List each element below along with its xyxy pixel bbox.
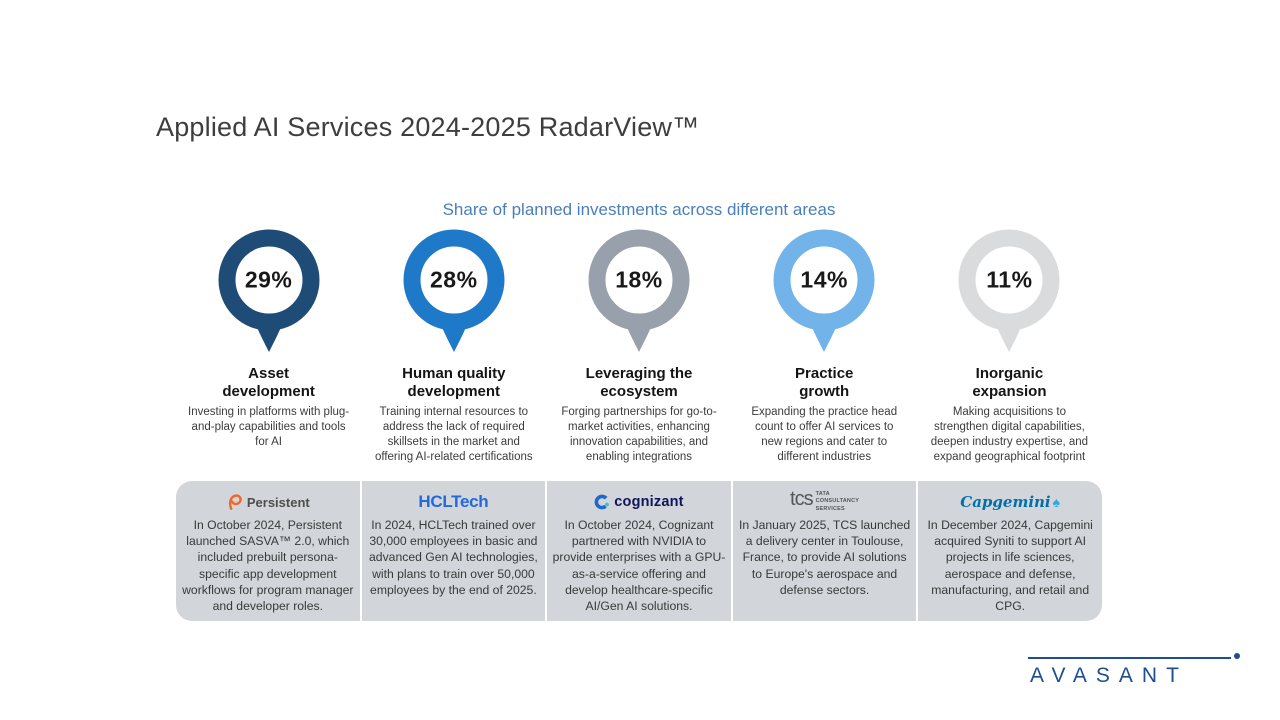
- percentage-value: 18%: [615, 266, 663, 293]
- cognizant-wordmark: cognizant: [614, 494, 684, 510]
- company-highlights-band: Persistent In October 2024, Persistent l…: [176, 481, 1102, 621]
- company-card-capgemini: Capgemini ♠ In December 2024, Capgemini …: [918, 481, 1102, 621]
- area-column-human-quality: 28% Human quality development Training i…: [361, 228, 546, 465]
- percentage-value: 28%: [430, 266, 478, 293]
- company-card-cognizant: cognizant In October 2024, Cognizant par…: [547, 481, 731, 621]
- area-title: Human quality development: [402, 365, 506, 400]
- investment-areas-row: 29% Asset development Investing in platf…: [176, 228, 1102, 465]
- company-highlight-text: In 2024, HCLTech trained over 30,000 emp…: [369, 518, 538, 597]
- page-title: Applied AI Services 2024-2025 RadarView™: [156, 112, 700, 143]
- percentage-value: 14%: [800, 266, 848, 293]
- company-card-hcltech: HCLTech In 2024, HCLTech trained over 30…: [361, 481, 546, 621]
- area-column-practice-growth: 14% Practice growth Expanding the practi…: [732, 228, 917, 465]
- hcltech-wordmark: HCLTech: [418, 492, 489, 511]
- avasant-dot-icon: [1234, 653, 1240, 659]
- area-title: Asset development: [222, 365, 315, 400]
- capgemini-wordmark: Capgemini: [960, 493, 1051, 511]
- company-highlight-text: In January 2025, TCS launched a delivery…: [738, 518, 911, 597]
- tata-consultancy-services-label: TATA CONSULTANCY SERVICES: [815, 491, 860, 512]
- persistent-wordmark: Persistent: [246, 494, 310, 510]
- tcs-wordmark: tcs: [790, 488, 814, 511]
- cognizant-logo: cognizant: [552, 490, 726, 514]
- area-title: Practice growth: [795, 365, 854, 400]
- map-pin-icon: [773, 229, 875, 352]
- persistent-loop-icon: [228, 494, 242, 510]
- company-highlight-text: In October 2024, Cognizant partnered wit…: [552, 518, 726, 614]
- investments-subtitle: Share of planned investments across diff…: [442, 200, 836, 219]
- area-column-inorganic-expansion: 11% Inorganic expansion Making acquisiti…: [917, 228, 1102, 465]
- company-highlight-text: In December 2024, Capgemini acquired Syn…: [927, 518, 1093, 614]
- tcs-logo: tcs TATA CONSULTANCY SERVICES: [738, 488, 912, 514]
- percentage-value: 29%: [244, 266, 293, 293]
- company-highlight-text: In October 2024, Persistent launched SAS…: [182, 518, 354, 614]
- company-card-tcs: tcs TATA CONSULTANCY SERVICES In January…: [732, 481, 917, 621]
- area-title: Inorganic expansion: [972, 365, 1047, 400]
- capgemini-spade-icon: ♠: [1052, 494, 1061, 510]
- capgemini-logo: Capgemini ♠: [923, 490, 1097, 514]
- company-card-persistent: Persistent In October 2024, Persistent l…: [176, 481, 360, 621]
- avasant-logo: AVASANT: [1028, 653, 1240, 688]
- avasant-line: [1028, 656, 1231, 659]
- cognizant-globe-icon: [594, 494, 610, 510]
- area-description: Forging partnerships for go-to-market ac…: [561, 406, 717, 463]
- percentage-pin: 28%: [402, 228, 506, 358]
- hcltech-logo: HCLTech: [367, 490, 541, 514]
- avasant-rule: [1028, 653, 1240, 659]
- percentage-value: 11%: [986, 266, 1033, 293]
- percentage-pin: 14%: [772, 228, 876, 358]
- area-column-leveraging-ecosystem: 18% Leveraging the ecosystem Forging par…: [546, 228, 731, 465]
- map-pin-icon: [403, 229, 505, 352]
- area-title: Leveraging the ecosystem: [585, 365, 693, 400]
- persistent-logo: Persistent: [181, 490, 355, 514]
- area-column-asset-development: 29% Asset development Investing in platf…: [176, 228, 361, 465]
- area-description: Making acquisitions to strengthen digita…: [930, 406, 1089, 463]
- map-pin-icon: [588, 229, 690, 352]
- area-description: Training internal resources to address t…: [374, 406, 533, 463]
- map-pin-icon: [218, 229, 320, 352]
- map-pin-icon: [958, 229, 1060, 352]
- percentage-pin: 29%: [217, 228, 321, 358]
- area-description: Investing in platforms with plug-and-pla…: [188, 406, 350, 448]
- area-description: Expanding the practice head count to off…: [751, 406, 898, 463]
- percentage-pin: 18%: [587, 228, 691, 358]
- avasant-wordmark: AVASANT: [1030, 664, 1188, 687]
- percentage-pin: 11%: [957, 228, 1061, 358]
